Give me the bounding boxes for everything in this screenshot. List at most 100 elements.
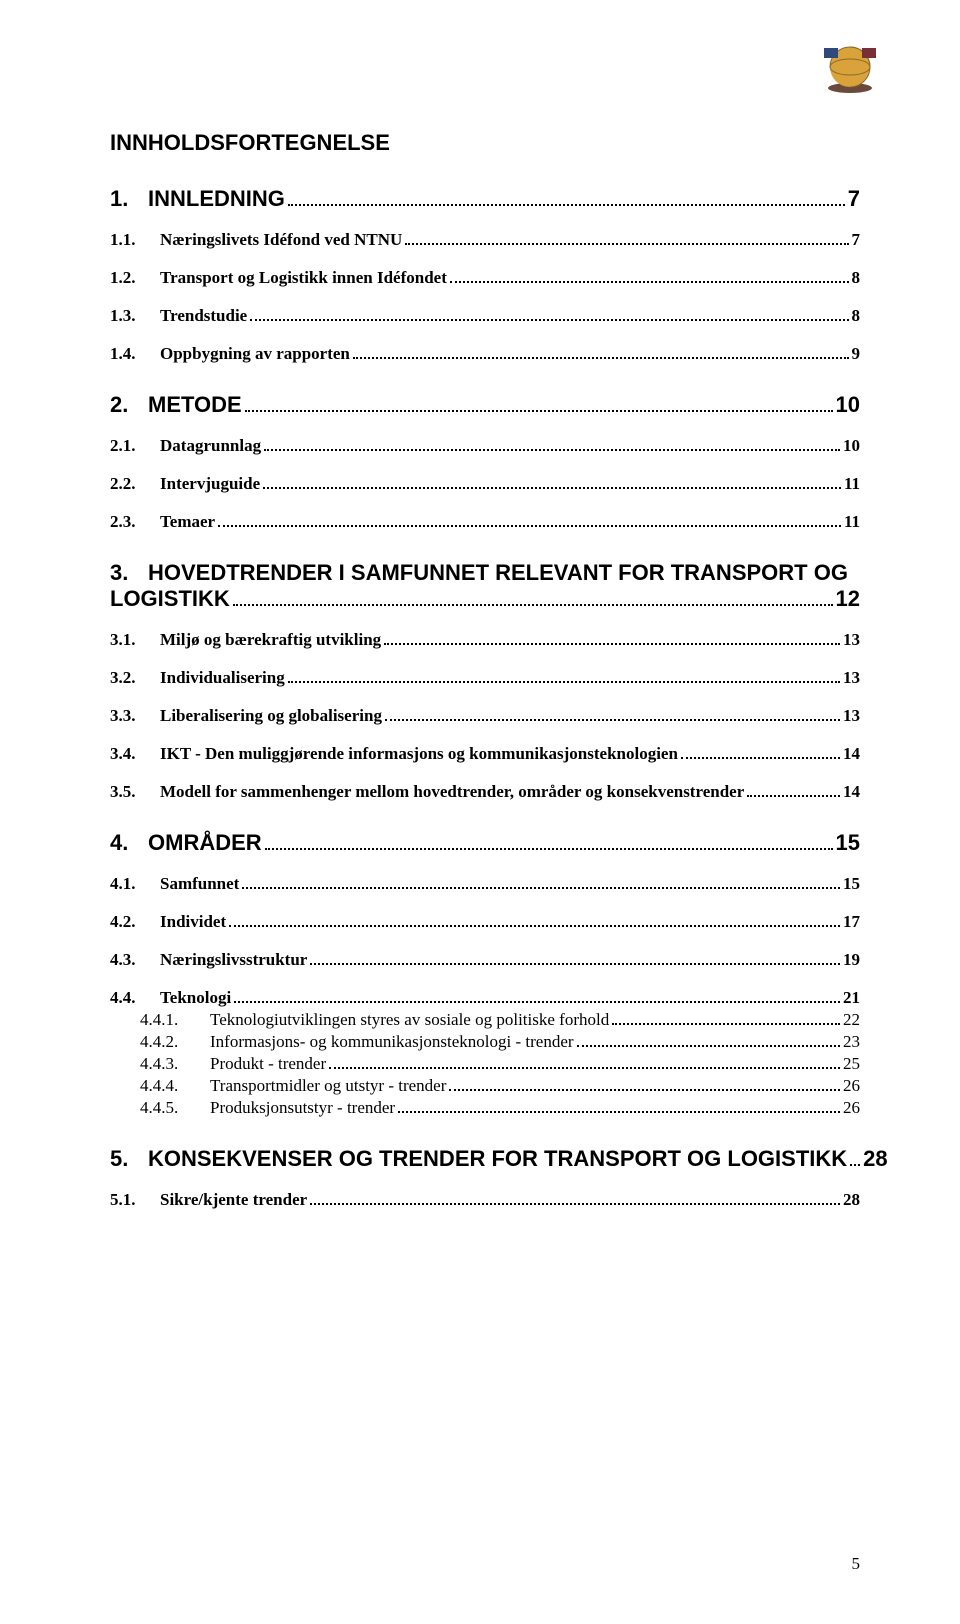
toc-entry-level2: 2.3.Temaer 11 [110,512,860,532]
toc-entry-label: 2.METODE [110,392,242,418]
toc-leader-dots [385,707,840,721]
toc-entry-label: 1.1.Næringslivets Idéfond ved NTNU [110,230,402,250]
toc-entry-level2: 3.5.Modell for sammenhenger mellom hoved… [110,782,860,802]
toc-leader-dots [242,875,840,889]
toc-entry-level2: 4.3.Næringslivsstruktur 19 [110,950,860,970]
toc-leader-dots [747,783,840,797]
toc-entry-level2: 4.2.Individet 17 [110,912,860,932]
toc-entry-label: 4.4.2.Informasjons- og kommunikasjonstek… [140,1032,574,1052]
toc-entry-level2: 2.2.Intervjuguide 11 [110,474,860,494]
toc-entry-level3: 4.4.2.Informasjons- og kommunikasjonstek… [110,1032,860,1052]
toc-leader-dots [681,745,840,759]
toc-leader-dots [245,393,833,412]
toc-entry-page: 22 [843,1010,860,1030]
toc-entry-label: 3.5.Modell for sammenhenger mellom hoved… [110,782,744,802]
toc-leader-dots [288,187,845,206]
toc-entry-label: 4.4.4.Transportmidler og utstyr - trende… [140,1076,446,1096]
toc-entry-label: 3.2.Individualisering [110,668,285,688]
toc-leader-dots [264,437,840,451]
toc-entry-label: 4.4.3.Produkt - trender [140,1054,326,1074]
toc-entry-page: 19 [843,950,860,970]
toc-entry-page: 13 [843,706,860,726]
toc-entry-page: 13 [843,668,860,688]
toc-entry-level3: 4.4.3.Produkt - trender 25 [110,1054,860,1074]
toc-leader-dots [405,231,848,245]
toc-leader-dots [310,1191,840,1205]
toc-entry-level1: 2.METODE 10 [110,392,860,418]
toc-entry-page: 10 [836,392,860,418]
toc-entry-page: 10 [843,436,860,456]
toc-entry-label: 4.4.1.Teknologiutviklingen styres av sos… [140,1010,609,1030]
toc-entry-page: 12 [836,586,860,612]
toc-title: INNHOLDSFORTEGNELSE [110,130,860,156]
toc-entry-page: 28 [843,1190,860,1210]
toc-entry-label: 4.OMRÅDER [110,830,262,856]
toc-entry-page: 8 [852,306,861,326]
toc-entry-label: 2.1.Datagrunnlag [110,436,261,456]
toc-entry-label: 2.3.Temaer [110,512,215,532]
toc-entry-page: 21 [843,988,860,1008]
toc-entry-label: 4.4.Teknologi [110,988,231,1008]
toc-entry-level2: 1.2.Transport og Logistikk innen Idéfond… [110,268,860,288]
toc-entry-label: 2.2.Intervjuguide [110,474,260,494]
toc-leader-dots [384,631,840,645]
toc-leader-dots [398,1099,840,1113]
toc-entry-level2: 4.1.Samfunnet 15 [110,874,860,894]
header-logo [820,40,880,95]
toc-entry-page: 26 [843,1076,860,1096]
toc-leader-dots [265,831,833,850]
toc-entry-label: 1.2.Transport og Logistikk innen Idéfond… [110,268,447,288]
toc-entry-label: 4.1.Samfunnet [110,874,239,894]
toc-entry-label: 4.3.Næringslivsstruktur [110,950,307,970]
toc-entry-page: 11 [844,512,860,532]
toc-entry-page: 7 [852,230,861,250]
toc-leader-dots [250,307,848,321]
toc-leader-dots [850,1147,860,1166]
toc-entry-page: 8 [852,268,861,288]
toc-leader-dots [263,475,841,489]
toc-leader-dots [233,587,833,606]
toc-entry-level3: 4.4.4.Transportmidler og utstyr - trende… [110,1076,860,1096]
toc-leader-dots [449,1077,840,1091]
toc-entry-level2: 2.1.Datagrunnlag 10 [110,436,860,456]
toc-entry-page: 15 [836,830,860,856]
toc-leader-dots [234,989,840,1003]
toc-entry-label: 3.3.Liberalisering og globalisering [110,706,382,726]
toc-entry-level2: 3.3.Liberalisering og globalisering 13 [110,706,860,726]
toc-entry-label: 5.1.Sikre/kjente trender [110,1190,307,1210]
toc-entry-level2: 3.4.IKT - Den muliggjørende informasjons… [110,744,860,764]
toc-entry-level1: 4.OMRÅDER 15 [110,830,860,856]
toc-entry-level1: 5.KONSEKVENSER OG TRENDER FOR TRANSPORT … [110,1146,860,1172]
toc-entry-page: 14 [843,744,860,764]
toc-leader-dots [310,951,840,965]
toc-entry-level2: 1.4.Oppbygning av rapporten 9 [110,344,860,364]
toc-entry-label: 3.4.IKT - Den muliggjørende informasjons… [110,744,678,764]
toc-entry-level2: 1.1.Næringslivets Idéfond ved NTNU 7 [110,230,860,250]
toc-entry-label: 1.3.Trendstudie [110,306,247,326]
toc-entry-label: LOGISTIKK [110,586,230,612]
toc-entry-page: 11 [844,474,860,494]
toc-entry-page: 15 [843,874,860,894]
toc-entry-label: 4.2.Individet [110,912,226,932]
toc-leader-dots [353,345,849,359]
toc-entry-level2: 3.1.Miljø og bærekraftig utvikling 13 [110,630,860,650]
toc-entry-page: 17 [843,912,860,932]
toc-entry-page: 28 [863,1146,887,1172]
toc-entry-label: 3.1.Miljø og bærekraftig utvikling [110,630,381,650]
toc-entry-label: 5.KONSEKVENSER OG TRENDER FOR TRANSPORT … [110,1146,847,1172]
page-number: 5 [852,1554,861,1574]
toc-leader-dots [218,513,841,527]
toc-entry-level2: 1.3.Trendstudie 8 [110,306,860,326]
toc-leader-dots [229,913,840,927]
toc-entry-page: 9 [852,344,861,364]
toc-entry-page: 25 [843,1054,860,1074]
toc-entry-level2: 4.4.Teknologi 21 [110,988,860,1008]
toc-entry-label: 3.HOVEDTRENDER I SAMFUNNET RELEVANT FOR … [110,560,860,586]
toc-leader-dots [612,1011,840,1025]
toc-leader-dots [450,269,849,283]
toc-container: 1.INNLEDNING 71.1.Næringslivets Idéfond … [110,186,860,1210]
toc-entry-level3: 4.4.5.Produksjonsutstyr - trender 26 [110,1098,860,1118]
toc-leader-dots [288,669,840,683]
toc-entry-page: 7 [848,186,860,212]
toc-entry-level2: 5.1.Sikre/kjente trender 28 [110,1190,860,1210]
